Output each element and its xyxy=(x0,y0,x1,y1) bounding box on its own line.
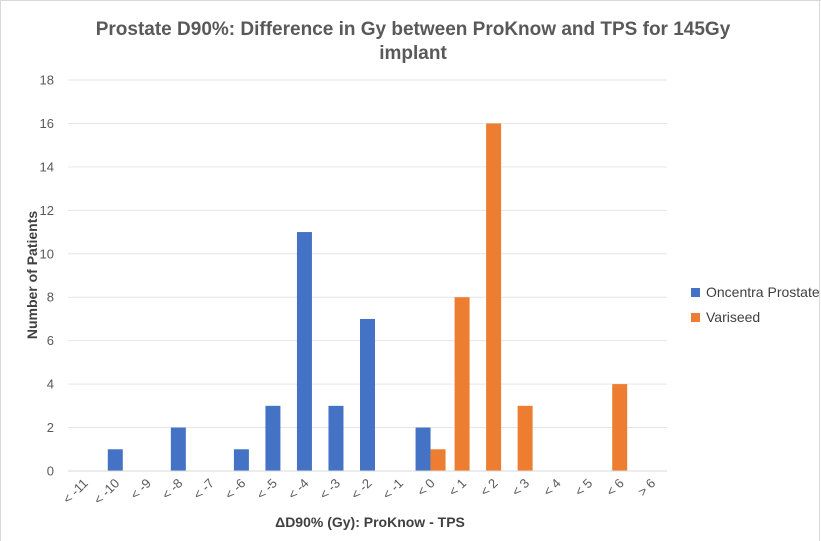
x-tick-label: < -11 xyxy=(60,476,91,507)
y-tick-label: 14 xyxy=(40,159,54,174)
y-tick-label: 4 xyxy=(47,377,54,392)
legend: Oncentra Prostate Variseed xyxy=(691,284,820,325)
x-tick-label: < -4 xyxy=(285,476,312,503)
bar-variseed xyxy=(486,123,502,471)
x-tick-label: < 5 xyxy=(572,476,596,500)
x-tick-label: < 3 xyxy=(509,476,533,500)
y-tick-label: 2 xyxy=(47,420,54,435)
y-tick-label: 16 xyxy=(40,116,54,131)
x-tick-label: < -9 xyxy=(127,476,154,503)
x-axis-title: ΔD90% (Gy): ProKnow - TPS xyxy=(275,514,465,530)
bar-oncentra-prostate xyxy=(415,427,431,471)
chart-frame-right xyxy=(819,0,820,541)
legend-label-variseed: Variseed xyxy=(706,309,760,325)
bar-oncentra-prostate xyxy=(170,427,186,471)
x-tick-label: < 2 xyxy=(477,476,501,500)
x-tick-label: < 0 xyxy=(414,476,438,500)
grid-lines xyxy=(68,79,667,429)
x-tick-label: < -1 xyxy=(379,476,406,503)
y-axis-tick-labels: 0 2 4 6 8 10 12 14 16 18 xyxy=(40,73,54,479)
y-tick-label: 8 xyxy=(47,290,54,305)
chart-frame-top xyxy=(0,0,821,1)
legend-swatch-variseed xyxy=(691,313,700,322)
chart-frame-left xyxy=(0,0,1,541)
x-tick-label: < -10 xyxy=(91,476,123,508)
x-axis-tick-labels: < -11 < -10 < -9 < -8 < -7 < -6 < -5 < -4 < -3 < … xyxy=(60,476,659,508)
y-tick-label: 0 xyxy=(47,464,54,479)
x-tick-label: < 4 xyxy=(540,476,564,500)
chart-title-line-1: Prostate D90%: Difference in Gy between … xyxy=(96,19,731,40)
legend-swatch-oncentra-prostate xyxy=(691,288,700,297)
bars xyxy=(107,123,628,471)
x-tick-label: > 6 xyxy=(635,476,659,500)
x-tick-label: < -7 xyxy=(190,476,217,503)
bar-oncentra-prostate xyxy=(360,318,375,471)
bar-variseed xyxy=(454,297,470,471)
x-tick-label: < 1 xyxy=(446,476,470,500)
bar-oncentra-prostate xyxy=(265,405,281,471)
bar-oncentra-prostate xyxy=(296,232,312,471)
x-tick-label: < -2 xyxy=(348,476,375,503)
x-tick-label: < -3 xyxy=(316,476,343,503)
bar-oncentra-prostate xyxy=(233,449,249,471)
bar-oncentra-prostate xyxy=(107,449,123,471)
y-tick-label: 18 xyxy=(40,73,54,88)
x-tick-label: < -5 xyxy=(253,476,280,503)
x-tick-label: < 6 xyxy=(603,476,627,500)
chart-title-line-2: implant xyxy=(379,43,447,64)
y-axis-title: Number of Patients xyxy=(24,211,40,340)
x-tick-label: < -6 xyxy=(222,476,249,503)
bar-variseed xyxy=(430,449,446,471)
bar-variseed xyxy=(612,384,628,471)
y-tick-label: 6 xyxy=(47,333,54,348)
y-tick-label: 10 xyxy=(40,246,54,261)
bar-oncentra-prostate xyxy=(328,405,344,471)
y-tick-label: 12 xyxy=(40,203,54,218)
x-tick-label: < -8 xyxy=(159,476,186,503)
bar-variseed xyxy=(517,405,533,471)
legend-label-oncentra-prostate: Oncentra Prostate xyxy=(706,284,820,300)
